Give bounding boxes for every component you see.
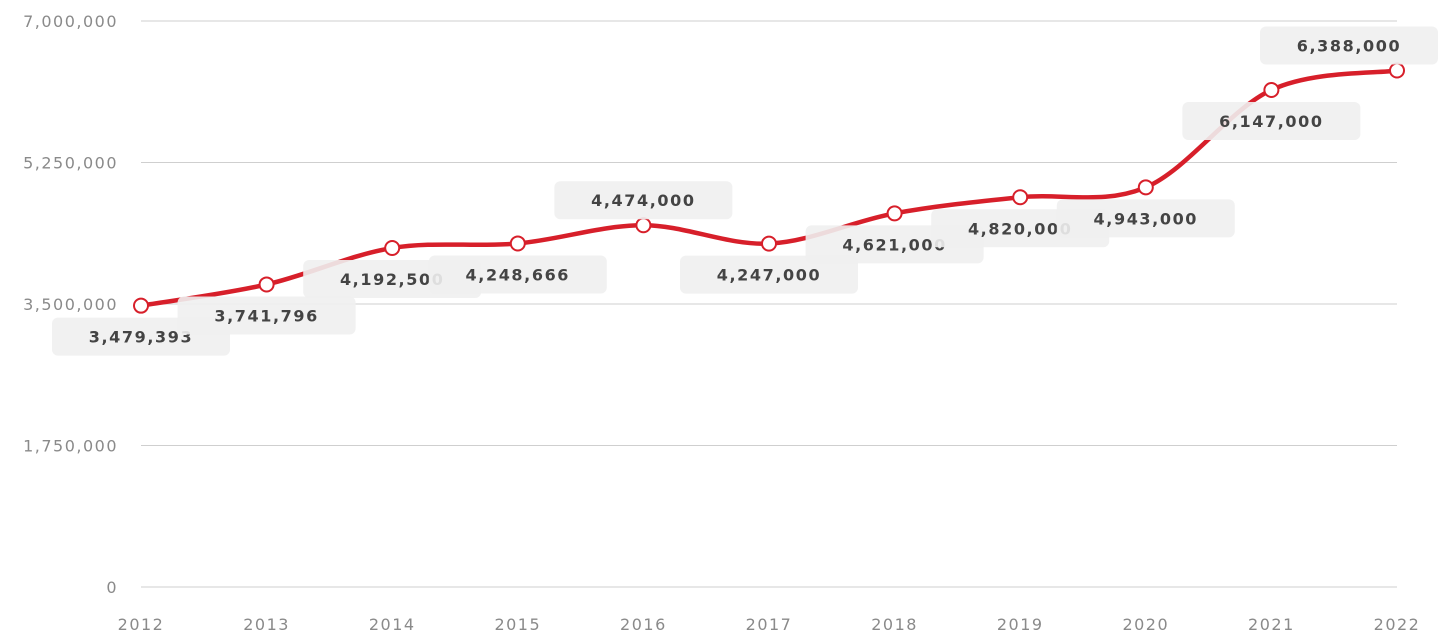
data-label: 6,147,000	[1219, 112, 1324, 131]
data-label: 4,248,666	[466, 265, 571, 284]
x-tick-label: 2017	[746, 615, 793, 634]
y-tick-label: 3,500,000	[23, 295, 118, 314]
y-axis-ticks: 0 1,750,000 3,500,000 5,250,000 7,000,000	[23, 12, 118, 597]
data-point[interactable]	[761, 235, 777, 252]
data-label: 3,741,796	[214, 306, 319, 325]
data-point[interactable]	[384, 240, 401, 257]
data-point[interactable]	[258, 276, 275, 293]
data-point[interactable]	[886, 205, 903, 222]
x-tick-label: 2016	[620, 615, 667, 634]
data-label: 6,388,000	[1297, 36, 1402, 55]
data-labels: 3,479,393 3,741,796 4,192,500 4,248,666 4,47…	[52, 26, 1438, 356]
y-tick-label: 5,250,000	[23, 154, 118, 173]
data-point[interactable]	[133, 297, 149, 314]
data-point[interactable]	[509, 235, 526, 252]
data-label: 4,474,000	[591, 191, 696, 210]
x-tick-label: 2015	[494, 615, 541, 634]
data-point[interactable]	[1263, 81, 1280, 98]
x-tick-label: 2022	[1374, 615, 1421, 634]
y-tick-label: 7,000,000	[23, 12, 118, 31]
data-point[interactable]	[1389, 62, 1405, 79]
data-label-box	[177, 296, 356, 335]
x-axis-ticks: 2012 2013 2014 2015 2016 2017 2018 2019 2020 2021…	[118, 615, 1421, 634]
data-label-box	[680, 255, 858, 294]
data-label-box	[1182, 101, 1361, 140]
data-label: 4,820,000	[968, 219, 1073, 238]
data-point[interactable]	[1012, 189, 1029, 206]
x-tick-label: 2013	[243, 615, 290, 634]
y-tick-label: 0	[106, 578, 118, 597]
data-label-box	[554, 181, 733, 220]
x-tick-label: 2019	[997, 615, 1044, 634]
data-point[interactable]	[635, 217, 652, 234]
data-label: 4,192,500	[340, 270, 445, 289]
x-tick-label: 2012	[118, 615, 165, 634]
y-tick-label: 1,750,000	[23, 437, 118, 456]
data-point[interactable]	[1137, 179, 1154, 196]
x-tick-label: 2020	[1122, 615, 1169, 634]
x-tick-label: 2021	[1248, 615, 1295, 634]
data-label: 4,943,000	[1094, 209, 1199, 228]
data-points	[133, 62, 1405, 314]
data-label-box	[1056, 199, 1235, 238]
data-label: 4,247,000	[717, 266, 822, 285]
data-label-box	[1260, 26, 1438, 65]
x-tick-label: 2018	[871, 615, 918, 634]
x-tick-label: 2014	[369, 615, 416, 634]
data-label: 4,621,000	[842, 235, 947, 254]
data-label: 3,479,393	[89, 328, 194, 347]
data-label-box	[428, 255, 607, 294]
